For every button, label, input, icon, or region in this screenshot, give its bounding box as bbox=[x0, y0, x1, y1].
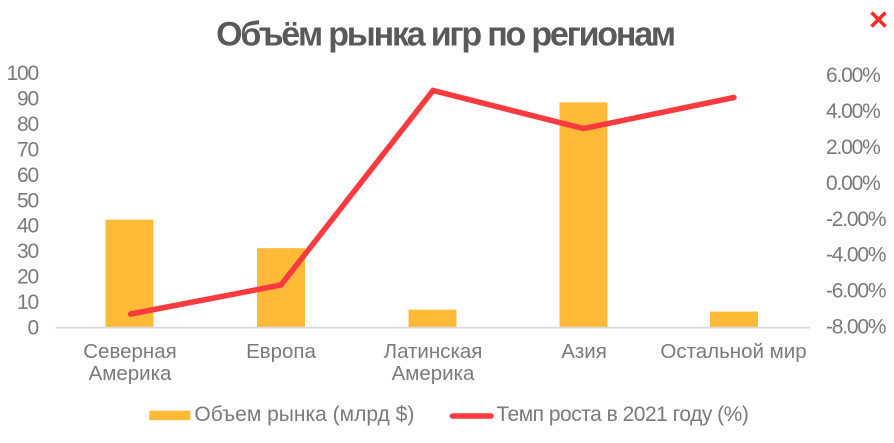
svg-text:-4.00%: -4.00% bbox=[826, 244, 886, 267]
svg-text:-2.00%: -2.00% bbox=[826, 208, 886, 231]
svg-text:70: 70 bbox=[17, 138, 38, 161]
svg-text:20: 20 bbox=[17, 266, 38, 289]
svg-text:10: 10 bbox=[17, 291, 38, 314]
svg-text:30: 30 bbox=[17, 240, 38, 263]
svg-text:90: 90 bbox=[17, 88, 38, 111]
svg-text:2.00%: 2.00% bbox=[826, 136, 880, 159]
svg-text:80: 80 bbox=[17, 113, 38, 136]
svg-text:4.00%: 4.00% bbox=[826, 100, 880, 123]
svg-text:0: 0 bbox=[28, 317, 39, 340]
svg-text:Азия: Азия bbox=[561, 340, 607, 363]
svg-text:Америка: Америка bbox=[89, 362, 172, 385]
svg-text:-8.00%: -8.00% bbox=[826, 316, 886, 339]
svg-text:Темп роста в 2021 году (%): Темп роста в 2021 году (%) bbox=[496, 403, 748, 426]
svg-text:Европа: Европа bbox=[246, 340, 316, 363]
svg-text:Объем рынка (млрд $): Объем рынка (млрд $) bbox=[194, 403, 414, 426]
svg-text:60: 60 bbox=[17, 164, 38, 187]
svg-text:Объём рынка игр по регионам: Объём рынка игр по регионам bbox=[216, 15, 674, 53]
svg-text:Латинская: Латинская bbox=[384, 340, 483, 363]
svg-text:Америка: Америка bbox=[392, 362, 475, 385]
svg-text:0.00%: 0.00% bbox=[826, 172, 880, 195]
svg-text:-6.00%: -6.00% bbox=[826, 280, 886, 303]
svg-text:Остальной мир: Остальной мир bbox=[660, 340, 806, 363]
svg-text:40: 40 bbox=[17, 215, 38, 238]
svg-text:50: 50 bbox=[17, 189, 38, 212]
svg-text:100: 100 bbox=[7, 62, 39, 85]
svg-text:Северная: Северная bbox=[83, 340, 177, 363]
svg-text:6.00%: 6.00% bbox=[826, 64, 880, 87]
